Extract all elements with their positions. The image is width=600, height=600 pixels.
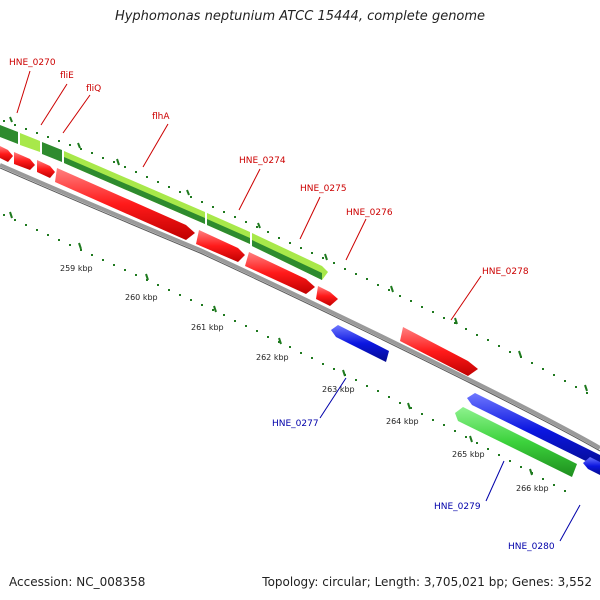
- gene-label: HNE_0280: [508, 542, 555, 552]
- reverse-rna-track: [455, 407, 577, 477]
- leader-lines: [16, 70, 581, 542]
- cds-arrow-forward: [0, 146, 13, 162]
- inner-tick-track: [3, 211, 566, 492]
- cds-arrow-reverse: [583, 457, 600, 475]
- cds-arrow-forward: [316, 286, 338, 306]
- topology-value: circular: [322, 575, 367, 589]
- cds-arrow-reverse: [331, 325, 389, 362]
- operon-light-segment: [20, 133, 40, 152]
- outer-tick-track: [3, 116, 588, 394]
- cds-arrow-forward: [14, 152, 35, 170]
- accession-label: Accession:: [9, 575, 73, 589]
- gene-label: HNE_0277: [272, 419, 319, 429]
- cds-arrow-reverse: [467, 393, 600, 468]
- kbp-label: 262 kbp: [256, 353, 289, 362]
- cds-arrow-forward: [245, 252, 315, 294]
- operon-band: [0, 125, 328, 280]
- length-label: Length:: [374, 575, 421, 589]
- gene-labels: HNE_0270 fliE fliQ flhA HNE_0274 HNE_027…: [9, 58, 555, 552]
- gene-label: fliQ: [86, 84, 101, 94]
- topology-label: Topology:: [262, 575, 319, 589]
- cds-arrow-forward: [400, 327, 478, 376]
- length-value: 3,705,021 bp: [423, 575, 504, 589]
- cds-arrow-forward: [55, 168, 195, 240]
- genome-backbone: [0, 163, 600, 450]
- kbp-label: 260 kbp: [125, 293, 158, 302]
- forward-cds-track: [0, 146, 478, 376]
- rna-arrow-reverse: [455, 407, 577, 477]
- gene-label: HNE_0278: [482, 267, 529, 277]
- genes-value: 3,552: [557, 575, 592, 589]
- genome-backbone-shadow: [0, 167, 600, 452]
- kbp-label: 266 kbp: [516, 484, 549, 493]
- gene-label: HNE_0274: [239, 156, 286, 166]
- kbp-label: 264 kbp: [386, 417, 419, 426]
- genome-stats: Topology: circular; Length: 3,705,021 bp…: [262, 575, 592, 589]
- gene-label: HNE_0270: [9, 58, 56, 68]
- gene-label: HNE_0275: [300, 184, 347, 194]
- gene-label: flhA: [152, 112, 170, 122]
- kbp-label: 265 kbp: [452, 450, 485, 459]
- accession-info: Accession: NC_008358: [9, 575, 145, 589]
- operon-dark-segment: [0, 125, 18, 144]
- operon-dark-segment: [64, 157, 205, 224]
- gene-label: HNE_0276: [346, 208, 393, 218]
- operon-dark-segment: [42, 142, 62, 162]
- accession-value: NC_008358: [76, 575, 146, 589]
- map-title: Hyphomonas neptunium ATCC 15444, complet…: [114, 9, 486, 24]
- genes-label: Genes:: [511, 575, 554, 589]
- gene-label: fliE: [60, 71, 74, 81]
- kbp-label: 259 kbp: [60, 264, 93, 273]
- operon-dark-segment: [207, 219, 250, 244]
- reverse-cds-track: [331, 325, 600, 475]
- kbp-label: 261 kbp: [191, 323, 224, 332]
- operon-dark-segment: [252, 240, 322, 280]
- cds-arrow-forward: [196, 230, 245, 262]
- gene-label: HNE_0279: [434, 502, 481, 512]
- cds-arrow-forward: [37, 160, 55, 178]
